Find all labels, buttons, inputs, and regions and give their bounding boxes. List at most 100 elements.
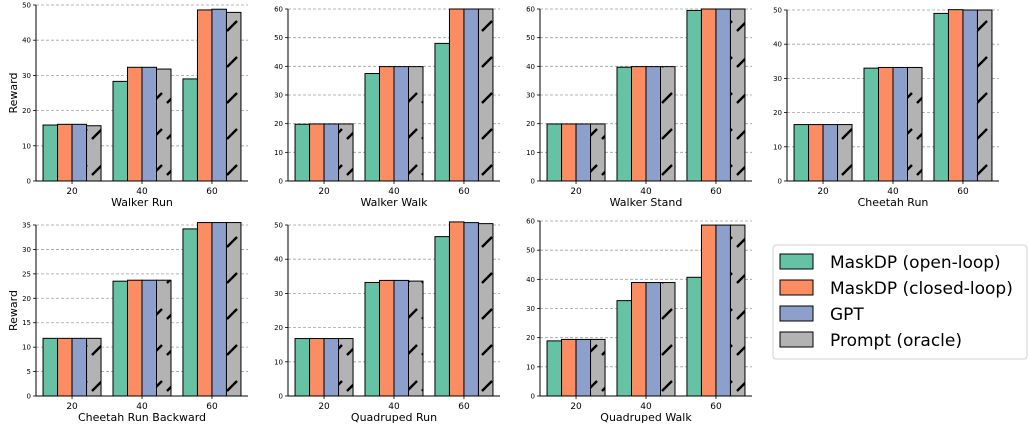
bar-maskdp-open-loop-40 [616,66,632,182]
bar-maskdp-open-loop-60 [182,228,198,397]
x-tick-label: 60 [206,187,218,197]
bar-maskdp-closed-loop-60 [448,221,465,397]
y-tick-label: 30 [22,72,31,80]
bar-maskdp-open-loop-60 [434,236,450,397]
bar-maskdp-closed-loop-60 [196,9,213,182]
y-tick-label: 0 [531,393,535,401]
bar-prompt-oracle-60-hatch [478,223,493,396]
x-axis-label: Cheetah Run Backward [78,411,206,424]
x-tick-label: 40 [136,187,148,197]
bar-maskdp-open-loop-20 [42,337,59,397]
x-axis-label: Walker Run [111,196,173,209]
y-tick-label: 0 [778,178,782,186]
y-axis-label: Reward [7,73,20,114]
y-tick-label: 50 [274,222,283,230]
y-tick-label: 20 [274,120,283,128]
chart-panel-walker-run: 0 10 20 30 40 50 20 40 60 Walker Run Reward [7,2,248,209]
bar-prompt-oracle-20-hatch [590,123,606,181]
bar-maskdp-open-loop-20 [793,124,810,182]
y-tick-label: 15 [22,319,31,327]
bar-maskdp-closed-loop-20 [57,123,73,182]
bar-prompt-oracle-20-hatch [86,125,102,181]
y-tick-label: 60 [526,218,535,226]
chart-panel-cheetah-run: 0 10 20 30 40 50 20 40 60 Cheetah Run [773,7,999,209]
bar-gpt-40 [645,66,661,182]
y-tick-label: 50 [526,247,535,255]
bar-gpt-20 [575,123,592,182]
y-tick-label: 0 [279,178,283,186]
bar-prompt-oracle-40-hatch [660,282,675,396]
y-tick-label: 30 [773,75,782,83]
bar-maskdp-closed-loop-40 [379,279,395,397]
y-tick-label: 50 [22,2,31,10]
y-tick-label: 60 [526,6,535,14]
bar-maskdp-closed-loop-60 [700,224,717,397]
y-tick-label: 30 [274,92,283,100]
bar-prompt-oracle-60-hatch [977,10,992,181]
y-tick-label: 50 [274,34,283,42]
bar-gpt-40 [892,66,908,182]
x-tick-label: 40 [388,187,400,197]
bar-maskdp-closed-loop-20 [309,338,325,397]
bar-maskdp-open-loop-60 [686,9,702,182]
y-tick-label: 40 [274,256,283,264]
x-tick-label: 60 [710,402,722,412]
x-tick-label: 40 [388,402,400,412]
bar-gpt-20 [323,123,340,182]
bar-prompt-oracle-20-hatch [837,124,853,181]
bar-maskdp-closed-loop-20 [57,337,73,397]
bar-prompt-oracle-60-hatch [730,225,745,396]
y-tick-label: 35 [22,222,31,230]
y-tick-label: 40 [526,276,535,284]
y-tick-label: 20 [22,295,31,303]
x-tick-label: 60 [458,402,470,412]
bar-maskdp-closed-loop-60 [448,8,465,182]
chart-panel-quadruped-walk: 0 10 20 30 40 50 60 20 40 60 Quadruped Walk [526,218,752,424]
x-tick-label: 60 [710,187,722,197]
bar-gpt-20 [71,123,88,182]
bar-gpt-40 [393,279,409,397]
bar-prompt-oracle-20-hatch [590,339,606,396]
x-tick-label: 20 [318,187,330,197]
bar-maskdp-closed-loop-40 [878,66,894,182]
bar-gpt-40 [393,66,409,182]
bar-maskdp-closed-loop-60 [700,8,717,182]
bar-maskdp-closed-loop-60 [947,9,964,182]
y-tick-label: 10 [22,142,31,150]
bar-prompt-oracle-40-hatch [156,280,171,396]
legend-swatch-prompt-oracle [779,331,814,348]
y-tick-label: 30 [526,92,535,100]
legend-label-gpt: GPT [830,305,864,325]
y-tick-label: 60 [274,6,283,14]
y-tick-label: 0 [279,393,283,401]
bar-prompt-oracle-40-hatch [156,69,171,181]
y-tick-label: 20 [274,324,283,332]
bar-maskdp-open-loop-20 [294,123,311,182]
bar-prompt-oracle-20-hatch [86,338,102,396]
y-axis-label: Reward [7,290,20,331]
bar-gpt-20 [575,338,592,397]
bar-gpt-60 [715,8,731,182]
bar-prompt-oracle-40-hatch [660,66,675,181]
bar-maskdp-open-loop-20 [294,338,311,397]
y-tick-label: 20 [526,334,535,342]
x-axis-label: Quadruped Run [351,411,437,424]
x-tick-label: 20 [570,402,582,412]
chart-panel-walker-stand: 0 10 20 30 40 50 60 20 40 60 Walker Stand [526,6,752,209]
y-tick-label: 40 [22,37,31,45]
bar-prompt-oracle-40-hatch [907,67,922,181]
bar-gpt-20 [822,124,839,182]
bar-maskdp-closed-loop-40 [127,279,143,397]
bar-maskdp-open-loop-40 [112,280,128,397]
chart-panel-quadruped-run: 0 10 20 30 40 50 20 40 60 Quadruped Run [274,221,500,424]
bar-maskdp-closed-loop-20 [808,124,824,182]
bar-gpt-60 [463,222,479,397]
bar-gpt-60 [211,222,227,397]
bar-maskdp-open-loop-40 [364,281,380,397]
x-tick-label: 60 [458,187,470,197]
y-tick-label: 30 [274,290,283,298]
bar-prompt-oracle-40-hatch [408,281,423,396]
bar-maskdp-open-loop-40 [616,300,632,397]
y-tick-label: 50 [526,34,535,42]
x-axis-label: Quadruped Walk [600,411,692,424]
